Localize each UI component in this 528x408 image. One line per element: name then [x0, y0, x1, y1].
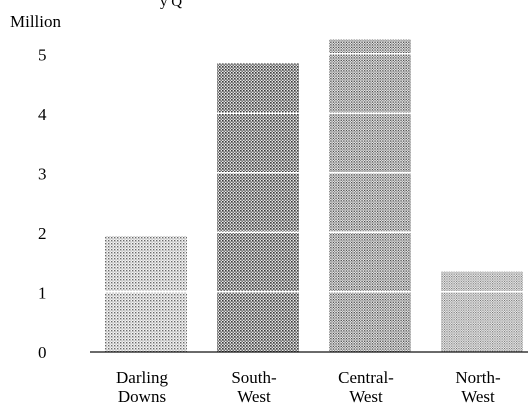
y-tick-label-1: 1	[38, 284, 47, 303]
x-axis-labels: DarlingDownsSouth-WestCentral-WestNorth-…	[116, 368, 501, 406]
bar-segment	[329, 39, 411, 53]
y-tick-label-4: 4	[38, 105, 47, 124]
bar-segment	[217, 292, 299, 352]
bar-segment	[329, 292, 411, 352]
y-axis-unit-label: Million	[10, 12, 62, 31]
x-category-label: South-	[231, 368, 277, 387]
bar-north-west	[441, 271, 523, 352]
bars	[105, 39, 523, 352]
bar-segment	[329, 233, 411, 291]
bar-segment	[217, 114, 299, 172]
bar-segment	[441, 292, 523, 352]
x-category-label: West	[349, 387, 383, 406]
bar-segment	[105, 292, 187, 352]
x-category-label: Darling	[116, 368, 168, 387]
bar-segment	[329, 114, 411, 172]
bar-darling-downs	[105, 235, 187, 352]
x-category-label: North-	[455, 368, 501, 387]
bar-segment	[217, 233, 299, 291]
bar-segment	[329, 173, 411, 232]
bar-segment	[329, 54, 411, 113]
bar-segment	[217, 173, 299, 232]
x-category-label: Central-	[338, 368, 394, 387]
bar-segment	[217, 63, 299, 113]
bar-segment	[105, 235, 187, 291]
y-axis-ticks: 0 1 2 3 4 5	[38, 46, 47, 363]
y-tick-label-0: 0	[38, 343, 47, 362]
x-category-label: West	[237, 387, 271, 406]
bar-segment	[441, 271, 523, 291]
y-tick-label-5: 5	[38, 46, 47, 65]
y-tick-label-2: 2	[38, 224, 47, 243]
chart-title-fragment: y Q	[160, 0, 182, 10]
x-category-label: Downs	[118, 387, 166, 406]
x-category-label: West	[461, 387, 495, 406]
bar-south-west	[217, 63, 299, 352]
bar-central-west	[329, 39, 411, 352]
y-tick-label-3: 3	[38, 165, 47, 184]
